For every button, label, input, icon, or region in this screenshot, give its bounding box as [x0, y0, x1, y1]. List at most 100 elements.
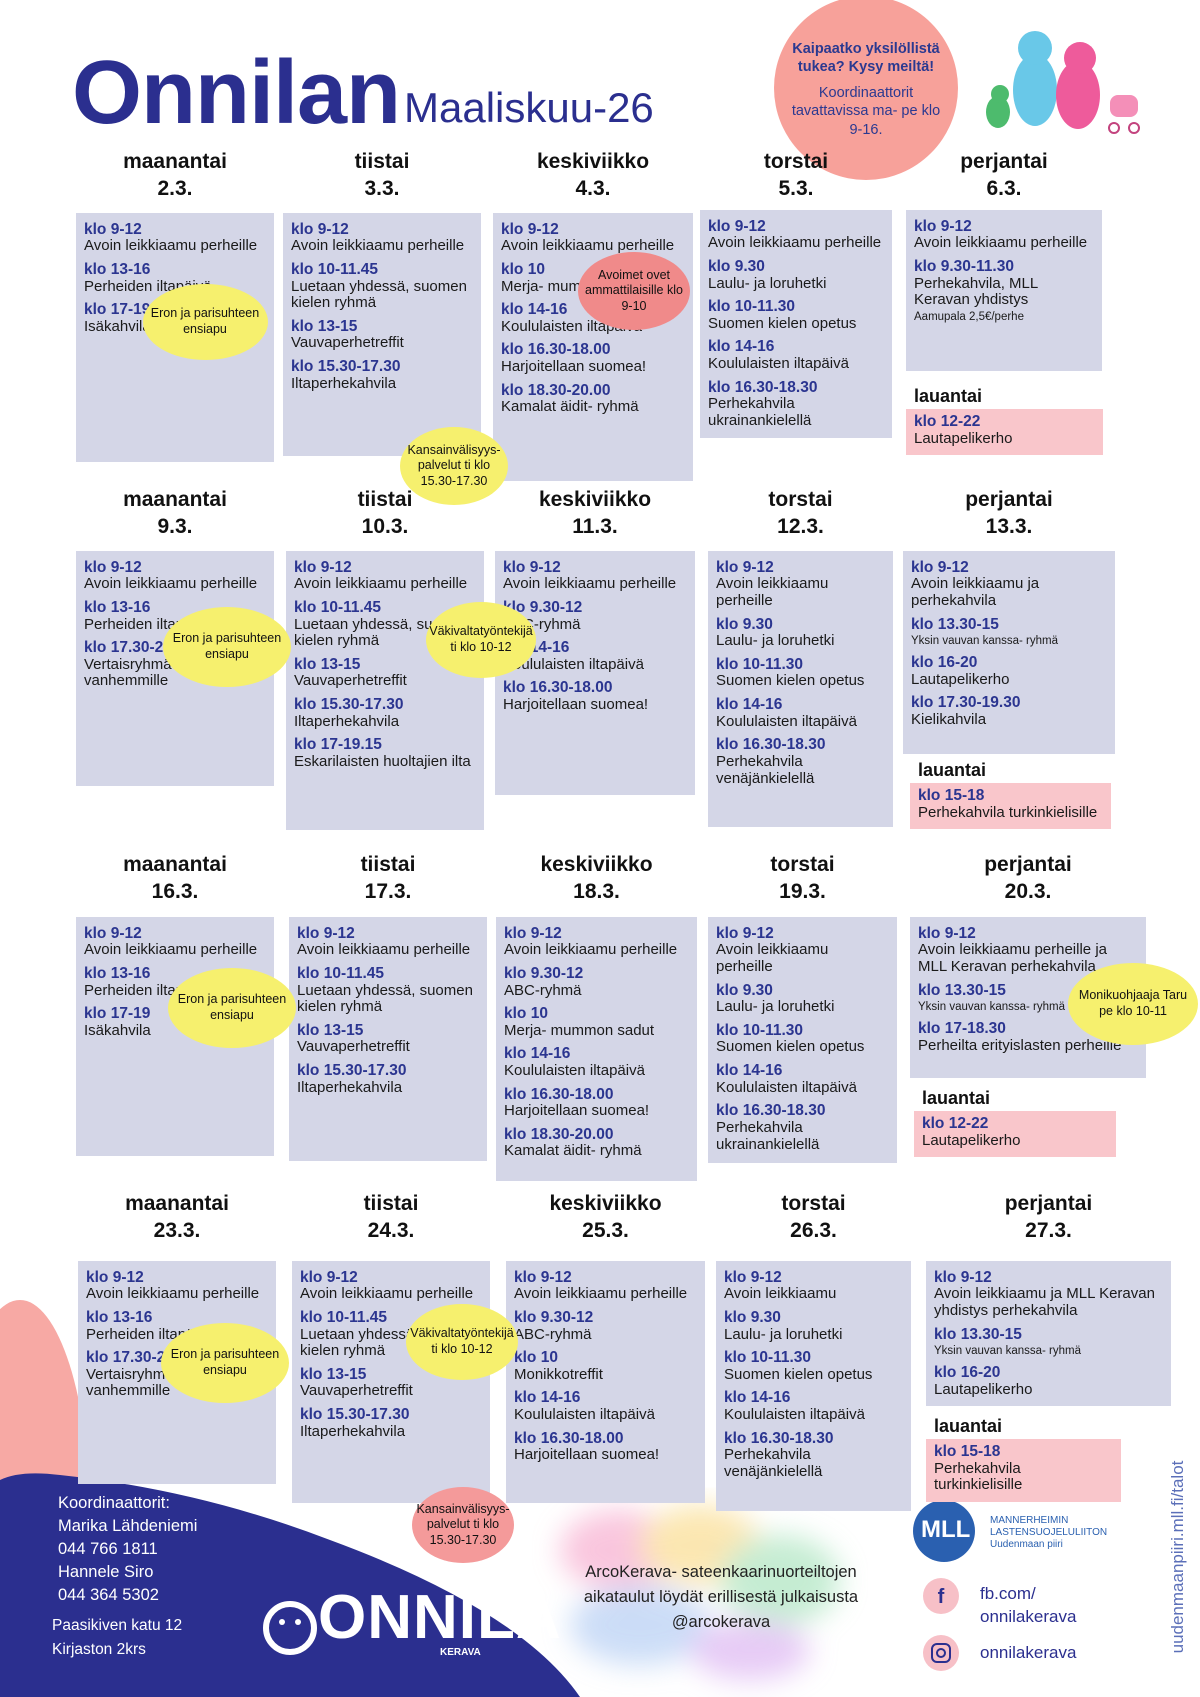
mll-logo: MLL: [921, 1516, 971, 1543]
time: klo 13-15: [300, 1366, 367, 1384]
activity: Avoin leikkiaamu perheille: [84, 575, 258, 593]
saturday-header: lauantai: [918, 760, 987, 780]
time: klo 9.30-12: [503, 599, 583, 617]
time: klo 9-12: [716, 559, 774, 576]
day-name: tiistai: [360, 853, 416, 876]
note-bubble: Kansainvälisyys-palvelut ti klo 15.30-17…: [400, 427, 508, 505]
activity: Iltaperhekahvila: [294, 712, 400, 730]
facebook-link[interactable]: fb.com/onnilakerava: [980, 1582, 1076, 1628]
onnila-eye: [295, 1619, 301, 1625]
rainbow-cloud: [560, 1505, 840, 1680]
time: klo 12-22: [914, 413, 981, 431]
day-date: 16.3.: [151, 880, 199, 904]
day-name: torstai: [768, 488, 833, 511]
activity: Avoin leikkiaamu perheille: [504, 941, 678, 959]
day-header: tiistai 3.3.: [283, 148, 481, 203]
time: klo 9-12: [911, 559, 969, 576]
activity: Kamalat äidit- ryhmä: [504, 1142, 642, 1160]
activity: Koululaisten iltapäivä: [716, 712, 857, 730]
instagram-glyph-dot: [936, 1648, 946, 1658]
mll-name: MANNERHEIMIN LASTENSUOJELULIITON Uudenmaan…: [990, 1515, 1107, 1551]
day-header: keskiviikko 4.3.: [493, 148, 693, 203]
day-name: perjantai: [984, 853, 1072, 876]
time: klo 10-11.30: [724, 1349, 812, 1367]
day-box: klo 9-12 Avoin leikkiaamu perheille klo 9.…: [708, 917, 897, 1163]
contact-line: Hannele Siro: [58, 1563, 154, 1581]
activity: Harjoitellaan suomea!: [504, 1101, 650, 1119]
day-box: klo 9-12 Avoin leikkiaamu perheille klo 10…: [493, 213, 693, 481]
day-header: keskiviikko 11.3.: [495, 486, 695, 541]
day-date: 2.3.: [157, 177, 193, 201]
time: klo 15-18: [934, 1443, 1001, 1461]
time: klo 9-12: [914, 218, 972, 235]
time: klo 13-16: [84, 599, 151, 617]
day-date: 9.3.: [157, 515, 193, 539]
arco-line: aikataulut löydät erillisestä julkaisust…: [583, 1588, 859, 1606]
time: klo 10-11.30: [708, 298, 796, 316]
day-header: tiistai 17.3.: [289, 851, 487, 906]
info-title: Kaipaatko yksilöllistä tukea? Kysy meilt…: [792, 41, 940, 76]
time: klo 9-12: [86, 1269, 144, 1286]
time: klo 9-12: [504, 925, 562, 942]
day-name: perjantai: [965, 488, 1053, 511]
time: klo 9-12: [503, 559, 561, 576]
activity: Perhekahvila ukrainankielellä: [708, 394, 812, 429]
website[interactable]: uudenmaanpiiri.mll.fi/talot: [1168, 1460, 1187, 1654]
day-box: klo 9-12 Avoin leikkiaamu perheille klo 10…: [283, 213, 481, 456]
time: klo 17-19: [84, 301, 151, 319]
day-name: tiistai: [363, 1192, 419, 1215]
day-header: keskiviikko 18.3.: [496, 851, 697, 906]
activity: Harjoitellaan suomea!: [514, 1445, 660, 1463]
day-date: 23.3.: [153, 1219, 201, 1243]
contact-line: Koordinaattorit:: [58, 1494, 170, 1512]
info-body: Koordinaattorit tavattavissa ma- pe klo …: [791, 85, 941, 138]
time: klo 9-12: [716, 925, 774, 942]
day-name: perjantai: [960, 150, 1048, 173]
activity: Koululaisten iltapäivä: [504, 1061, 645, 1079]
day-box: klo 9-12 Avoin leikkiaamu perheille klo 9.…: [496, 917, 697, 1181]
blue-blob: [0, 1473, 580, 1697]
time: klo 10-11.30: [716, 1022, 804, 1040]
time: klo 14-16: [724, 1389, 791, 1407]
address: Paasikiven katu 12 Kirjaston 2krs: [52, 1614, 182, 1662]
day-header: perjantai 20.3.: [910, 851, 1146, 906]
activity: Lautapelikerho: [934, 1380, 1033, 1398]
time: klo 9-12: [84, 925, 142, 942]
time: klo 9-12: [934, 1269, 992, 1286]
activity: Avoin leikkiaamu perheille: [86, 1285, 260, 1303]
time: klo 16.30-18.00: [514, 1429, 624, 1447]
activity: Avoin leikkiaamu perheille: [300, 1285, 474, 1303]
saturday-box: lauantai klo 15-18 Perhekahvila turkinkiel…: [910, 756, 1111, 843]
saturday-items: klo 15-18 Perhekahvila turkinkielisille: [910, 783, 1111, 830]
day-date: 6.3.: [986, 177, 1022, 201]
contact-line: Marika Lähdeniemi: [58, 1517, 198, 1535]
day-date: 3.3.: [364, 177, 400, 201]
day-box: klo 9-12 Avoin leikkiaamu perheille klo 9.…: [708, 551, 893, 827]
time: klo 18.30-20.00: [501, 381, 611, 399]
time: klo 13-16: [86, 1309, 153, 1327]
activity: Avoin leikkiaamu perheille: [914, 234, 1088, 252]
note-bubble: Väkivaltatyöntekijä ti klo 10-12: [426, 602, 536, 678]
time: klo 13-16: [84, 261, 151, 279]
saturday-box: lauantai klo 15-18 Perhekahvila turkinkiel…: [926, 1412, 1121, 1503]
day-header: keskiviikko 25.3.: [506, 1190, 705, 1245]
day-header: maanantai 9.3.: [76, 486, 274, 541]
day-box: klo 9-12 Avoin leikkiaamu perheille klo 9.…: [700, 210, 892, 438]
day-box: klo 9-12 Avoin leikkiaamu ja perhekahvila…: [903, 551, 1115, 754]
activity: Koululaisten iltapäivä: [716, 1078, 857, 1096]
day-date: 11.3.: [572, 515, 618, 539]
title: Onnilan: [72, 43, 401, 143]
day-header: torstai 26.3.: [716, 1190, 911, 1245]
time: klo 14-16: [501, 301, 568, 319]
onnila-smiley: [263, 1601, 317, 1655]
day-name: maanantai: [123, 853, 227, 876]
time: klo 16.30-18.30: [716, 1102, 826, 1120]
instagram-link[interactable]: onnilakerava: [980, 1643, 1077, 1662]
day-box: klo 9-12 Avoin leikkiaamu perheille klo 10…: [289, 917, 487, 1161]
time: klo 10: [501, 261, 545, 279]
day-header: tiistai 24.3.: [292, 1190, 490, 1245]
time: klo 16.30-18.00: [504, 1085, 614, 1103]
time: klo 16.30-18.30: [716, 736, 826, 754]
day-box: klo 9-12 Avoin leikkiaamu klo 9.30 Laulu- j…: [716, 1261, 911, 1511]
